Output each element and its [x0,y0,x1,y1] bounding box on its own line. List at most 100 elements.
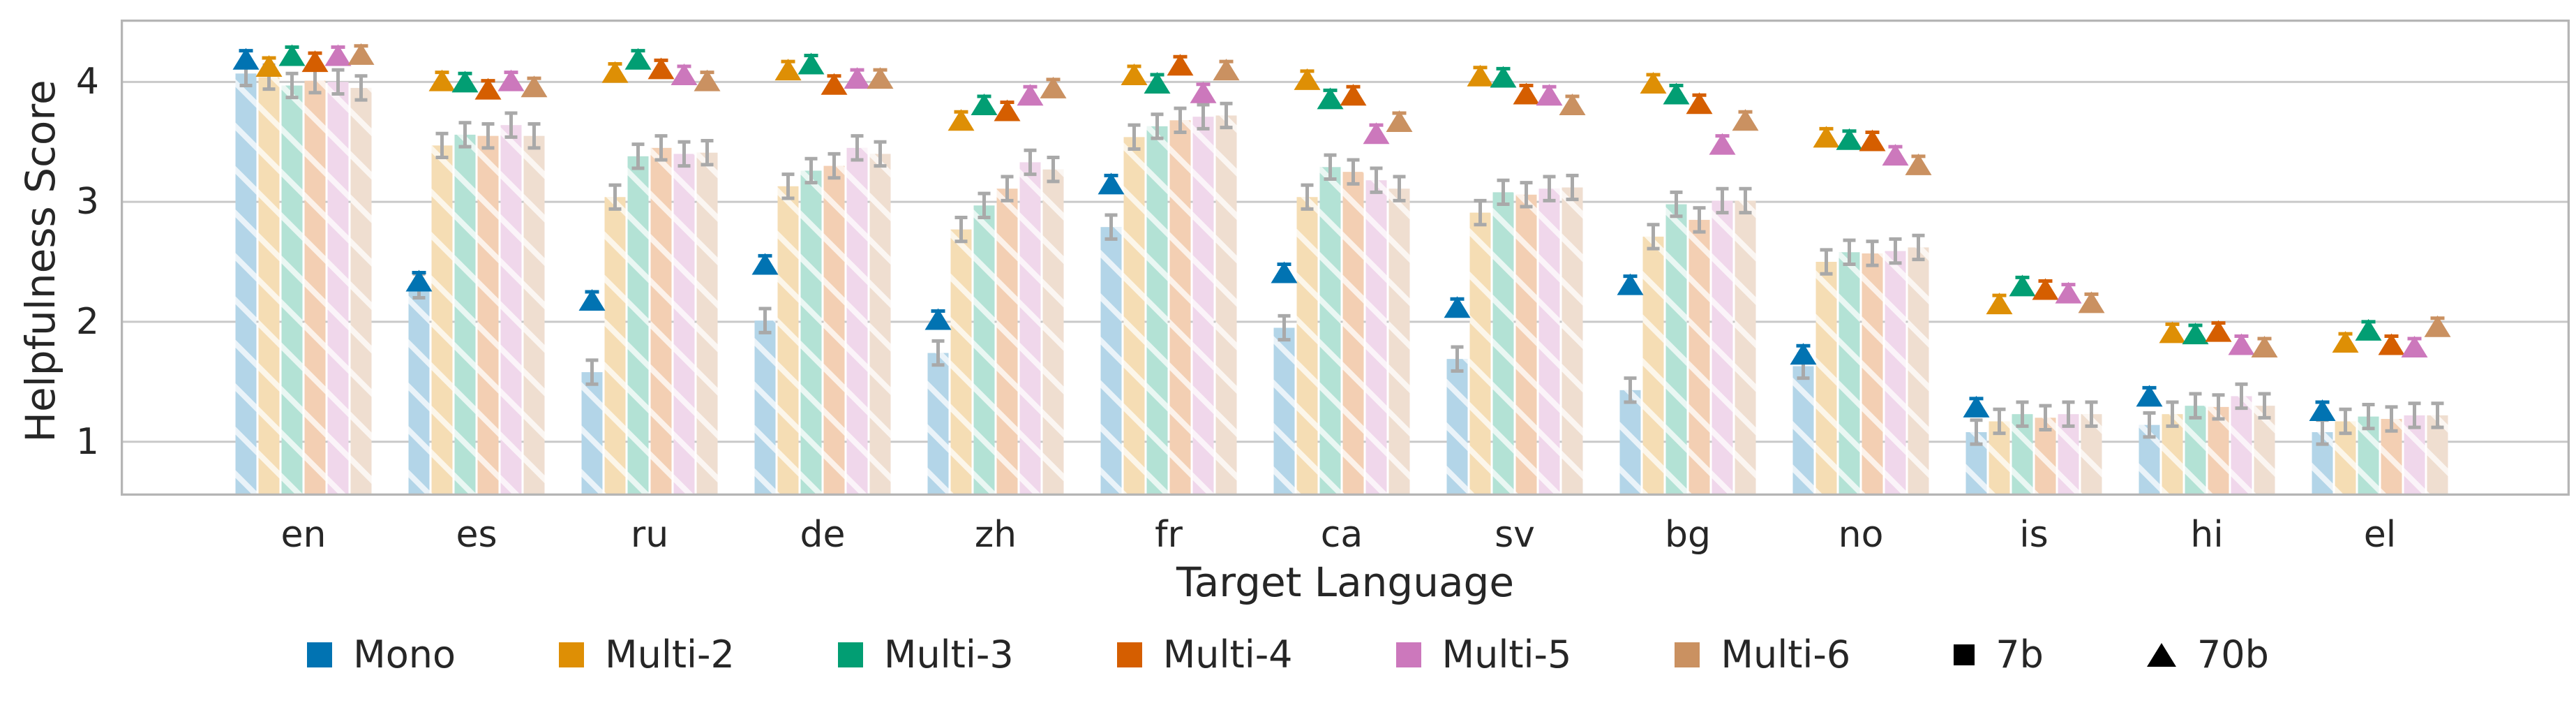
legend-label: Multi-2 [605,633,735,677]
bar-hatch [927,353,949,496]
x-tick-label-bg: bg [1664,514,1711,556]
legend-swatch-Multi-2 [559,642,585,667]
bar-hatch [1562,187,1583,496]
marker-70b-Multi-6-ru [694,69,721,91]
bar-hatch [1712,200,1733,496]
bar-hatch [1296,197,1318,496]
x-axis-title: Target Language [1176,559,1515,606]
legend-swatch-Multi-4 [1116,642,1142,667]
bar-hatch [1042,169,1064,496]
bar-hatch [1215,115,1237,496]
x-tick-label-is: is [2019,514,2049,556]
marker-70b-Multi-4-ca [1340,84,1367,106]
bar-hatch [1688,219,1710,496]
bar-hatch [1815,262,1837,496]
marker-70b-Mono-sv [1444,296,1471,318]
chart-canvas [121,20,2570,496]
marker-70b-Multi-3-fr [1144,72,1171,94]
bar-hatch [1492,192,1514,496]
marker-70b-Multi-4-fr [1167,54,1194,76]
marker-70b-Multi-6-hi [2251,335,2278,357]
legend-item-Multi-3: Multi-3 [837,633,1014,677]
legend-label: Multi-3 [883,633,1014,677]
bar-hatch [235,73,257,496]
marker-70b-Multi-2-no [1813,126,1840,148]
marker-70b-Multi-6-bg [1732,109,1759,131]
marker-70b-Mono-zh [924,308,952,330]
bar-hatch [431,145,453,496]
marker-70b-Multi-4-is [2032,278,2059,300]
marker-70b-Multi-5-ca [1363,122,1390,145]
bar-hatch [673,154,695,496]
marker-70b-Multi-3-hi [2182,323,2209,345]
triangle-marker-icon [2146,643,2176,667]
marker-70b-Multi-2-ru [601,61,629,83]
marker-70b-Multi-4-zh [994,99,1021,121]
marker-70b-Mono-ru [578,288,606,311]
marker-70b-Multi-4-hi [2205,320,2232,342]
bar-hatch [2185,406,2206,496]
square-marker-icon [1954,644,1975,665]
bar-hatch [1273,327,1295,496]
x-tick-label-zh: zh [974,514,1017,556]
bar-hatch [627,156,649,496]
legend-swatch-Multi-3 [837,642,863,667]
legend-item-Mono: Mono [307,634,456,676]
bar-hatch [1388,189,1410,496]
plot-area [121,20,2570,496]
marker-70b-Multi-3-bg [1663,82,1690,105]
legend-label: Multi-4 [1162,633,1293,677]
marker-70b-Multi-3-en [278,44,306,66]
bar-hatch [258,77,280,496]
legend-label: Mono [353,633,456,677]
marker-70b-Multi-6-no [1905,153,1932,175]
bar-hatch [523,135,545,496]
bar-hatch [604,197,626,496]
marker-70b-Multi-5-is [2055,281,2082,304]
x-tick-label-sv: sv [1495,514,1535,556]
bar-hatch [454,134,476,496]
bar-hatch [1792,366,1814,496]
bar-hatch [304,80,326,496]
bar-hatch [754,320,776,496]
y-axis-title: Helpfulness Score [17,80,64,443]
marker-70b-Multi-3-el [2355,318,2382,341]
bar-hatch [1469,212,1491,496]
legend-item-Multi-5: Multi-5 [1395,634,1571,676]
marker-70b-Multi-6-sv [1559,93,1586,115]
marker-70b-Multi-2-sv [1467,64,1494,87]
marker-70b-Multi-4-bg [1686,92,1713,114]
bar-hatch [1538,189,1560,496]
x-tick-label-ca: ca [1320,514,1363,556]
bar-hatch [477,135,499,496]
marker-70b-Multi-3-ca [1317,87,1344,110]
marker-70b-Mono-en [232,47,260,70]
marker-70b-Multi-5-de [844,67,871,89]
marker-70b-Multi-5-zh [1017,84,1044,106]
marker-70b-Mono-ca [1271,261,1298,283]
bar-hatch [1862,253,1883,496]
marker-70b-Multi-6-de [867,67,894,89]
marker-70b-Multi-6-el [2424,315,2451,337]
marker-70b-Multi-5-ru [671,64,698,86]
marker-70b-Multi-5-es [497,69,525,91]
bar-hatch [1169,120,1191,496]
bar-hatch [500,125,522,496]
marker-70b-Multi-2-is [1986,293,2013,315]
y-tick-label: 2 [75,300,99,343]
bar-hatch [696,152,718,496]
marker-70b-Multi-2-el [2332,331,2359,353]
x-tick-label-fr: fr [1155,514,1183,556]
bar-hatch [1100,227,1122,496]
marker-70b-Multi-3-es [451,71,479,93]
marker-70b-Multi-4-en [301,50,329,73]
legend-item-Multi-2: Multi-2 [559,634,735,676]
bar-hatch [1319,167,1341,496]
marker-70b-Mono-bg [1617,273,1644,295]
bar-hatch [327,82,349,496]
marker-70b-Multi-3-de [797,52,825,75]
legend-item-Multi-6: Multi-6 [1675,634,1850,676]
legend-swatch-Multi-5 [1395,642,1421,667]
legend-item-70b: 70b [2146,634,2269,676]
